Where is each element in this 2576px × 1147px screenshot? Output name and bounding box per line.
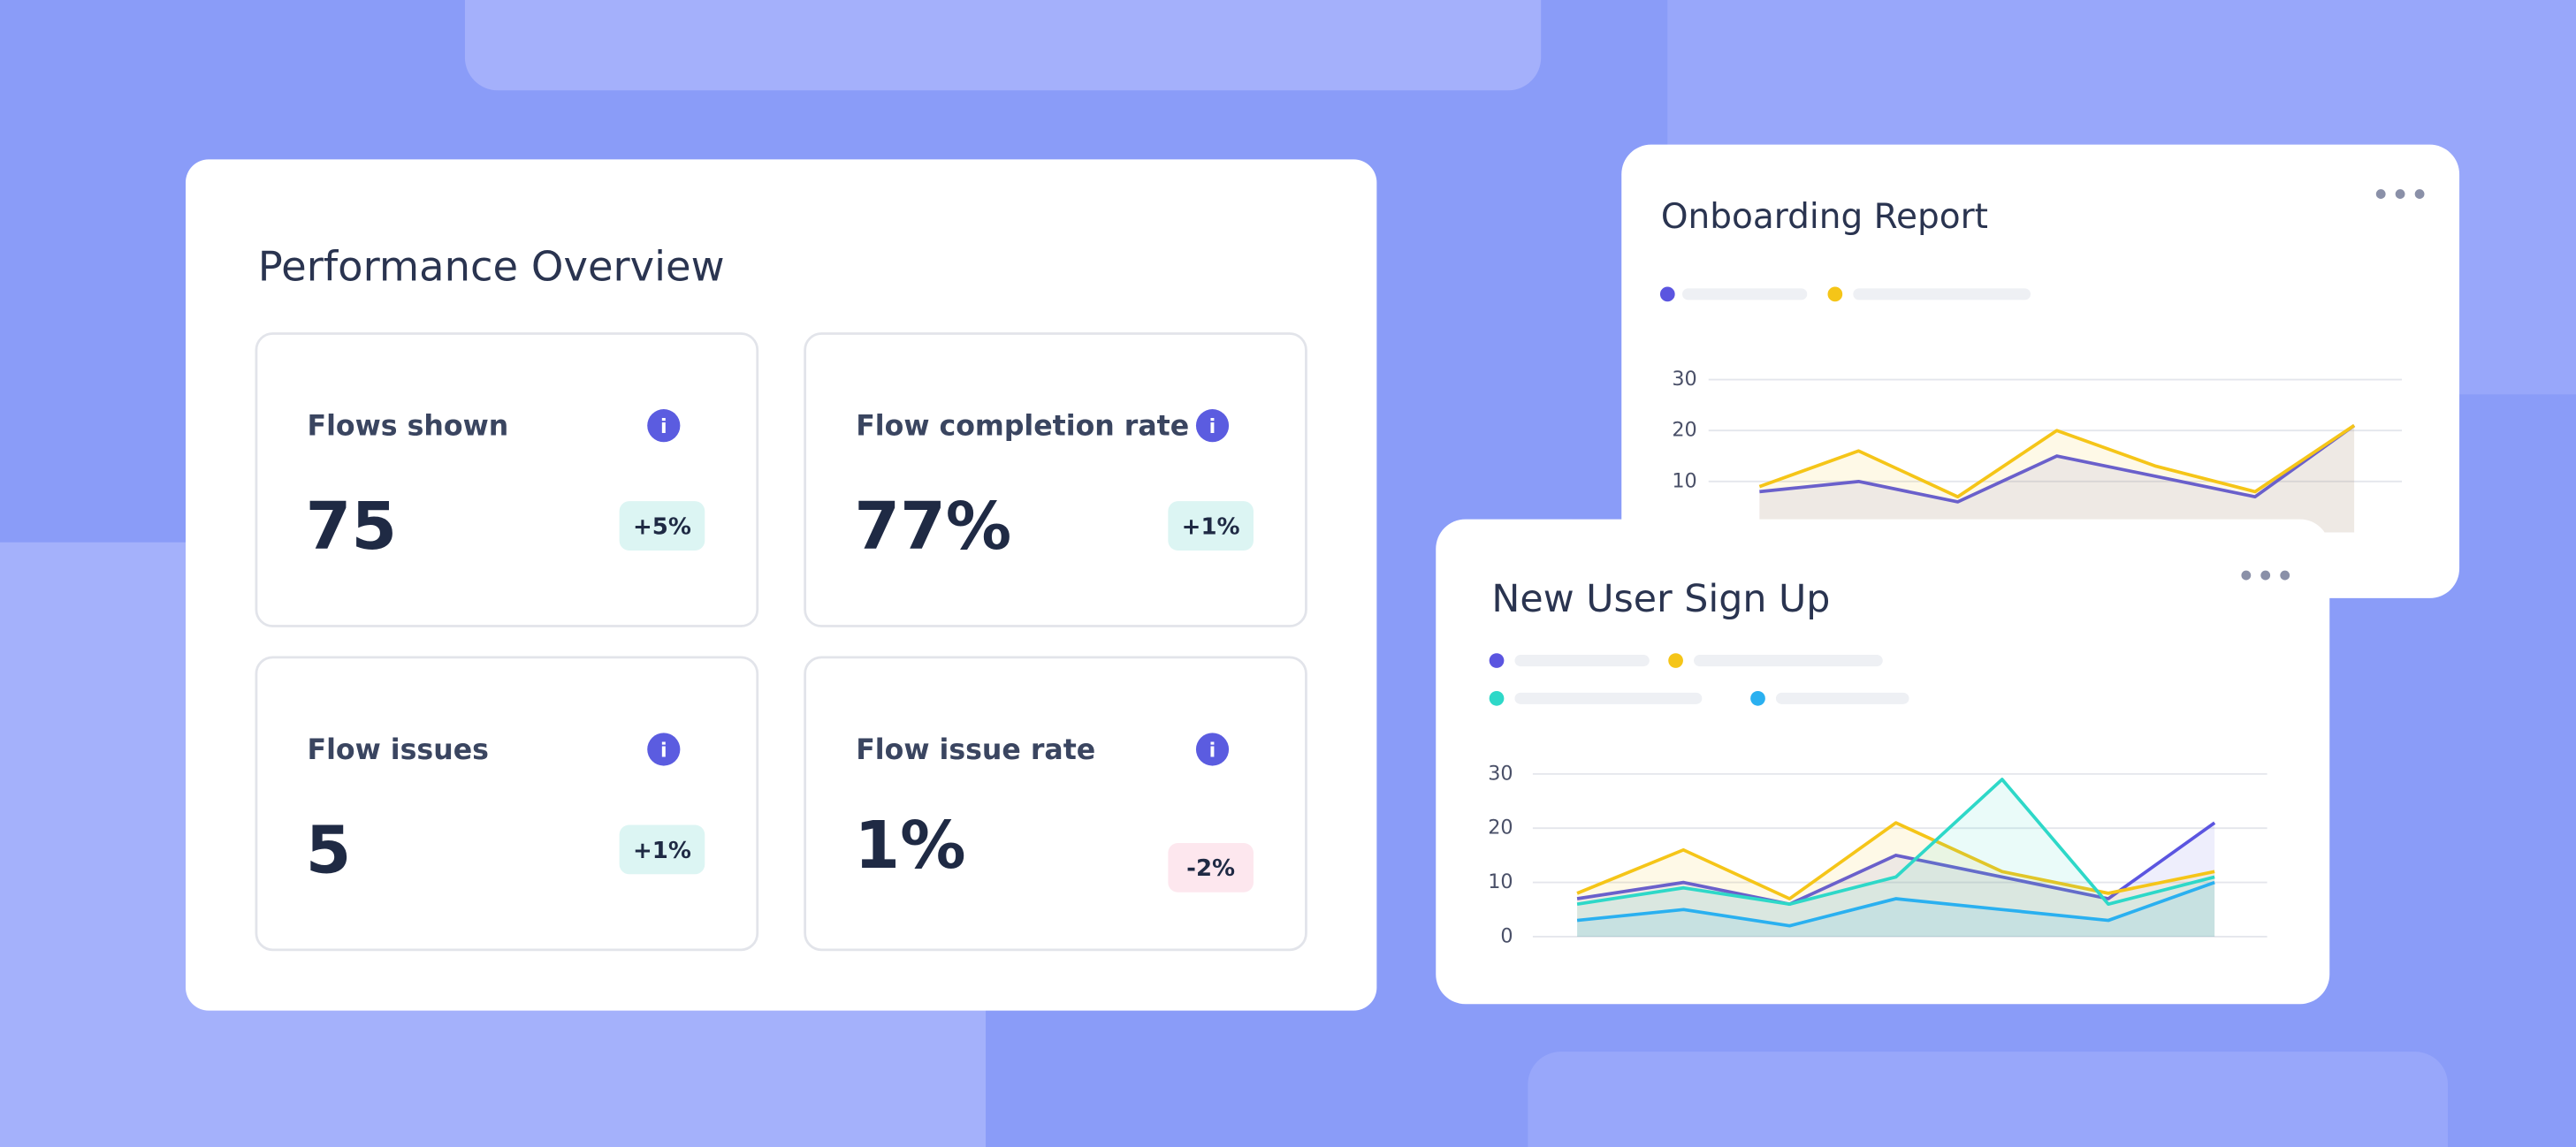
legend-placeholder — [1694, 655, 1883, 667]
kpi-card — [804, 332, 1307, 627]
chart: 0 10 20 30 — [1488, 653, 2267, 947]
legend-dot — [1668, 653, 1683, 668]
legend-placeholder — [1775, 692, 1909, 704]
line — [1758, 423, 2356, 499]
change-text: -2% — [1186, 855, 1235, 882]
area — [1759, 425, 2355, 533]
legend-dot — [1750, 690, 1765, 706]
line — [1576, 880, 2215, 928]
legend-dot — [1659, 286, 1675, 302]
y-tick-label: 10 — [1488, 870, 1513, 893]
kpi-label: Flow completion rate — [856, 410, 1189, 442]
legend-placeholder — [1514, 655, 1650, 667]
kpi-label: Flow issue rate — [856, 734, 1095, 766]
y-tick-label: 30 — [1672, 368, 1696, 391]
kpi-value: 5 — [306, 811, 352, 888]
kpi-value: 75 — [306, 488, 397, 565]
change-badge — [619, 501, 705, 551]
chart-title: New User Sign Up — [1491, 577, 1830, 621]
area — [1577, 882, 2215, 937]
info-glyph: i — [1209, 415, 1216, 438]
chart-title: Onboarding Report — [1661, 197, 1988, 237]
info-icon — [647, 409, 681, 443]
line — [1576, 778, 2215, 907]
bg-shape — [464, 0, 1542, 91]
y-tick-label: 20 — [1672, 419, 1696, 442]
menu-button[interactable]: ••• — [2237, 557, 2295, 596]
legend-placeholder — [1682, 288, 1808, 300]
y-tick-label: 30 — [1488, 762, 1513, 785]
kpi-cards: Flows shown i 75 +5% Flow completion rate i 77… — [255, 332, 1307, 952]
legend-dot — [1489, 690, 1505, 706]
info-icon — [647, 733, 681, 766]
y-tick-label: 0 — [1500, 924, 1513, 947]
kpi-card — [804, 656, 1307, 952]
change-badge — [619, 824, 705, 875]
y-tick-label: 20 — [1488, 817, 1513, 839]
y-tick-label: 10 — [1672, 469, 1696, 492]
performance-title: Performance Overview — [258, 242, 725, 290]
info-icon — [1195, 409, 1230, 443]
info-glyph: i — [1209, 739, 1216, 762]
line — [1576, 821, 2215, 900]
change-text: +1% — [1182, 513, 1240, 540]
kpi-card — [255, 332, 759, 627]
kpi-label: Flows shown — [308, 410, 509, 442]
kpi-value: 77% — [854, 488, 1011, 565]
change-text: +5% — [633, 513, 691, 540]
change-badge — [1168, 842, 1254, 893]
change-text: +1% — [633, 838, 691, 864]
legend-dot — [1489, 653, 1505, 668]
kpi-value: 1% — [854, 807, 965, 884]
info-glyph: i — [660, 415, 667, 438]
legend-dot — [1827, 286, 1843, 302]
area — [1577, 823, 2215, 937]
info-icon — [1195, 733, 1230, 766]
chart: 10 20 30 — [1659, 286, 2403, 533]
line — [1576, 821, 2216, 907]
area — [1759, 425, 2355, 533]
menu-button[interactable]: ••• — [2371, 176, 2429, 215]
line — [1759, 423, 2356, 504]
bg-shape — [1528, 1052, 2449, 1147]
area — [1577, 823, 2215, 937]
legend-placeholder — [1853, 288, 2031, 300]
kpi-card — [255, 656, 759, 952]
change-badge — [1168, 501, 1254, 551]
info-glyph: i — [660, 739, 667, 762]
kpi-label: Flow issues — [308, 734, 489, 766]
legend-placeholder — [1514, 692, 1703, 704]
